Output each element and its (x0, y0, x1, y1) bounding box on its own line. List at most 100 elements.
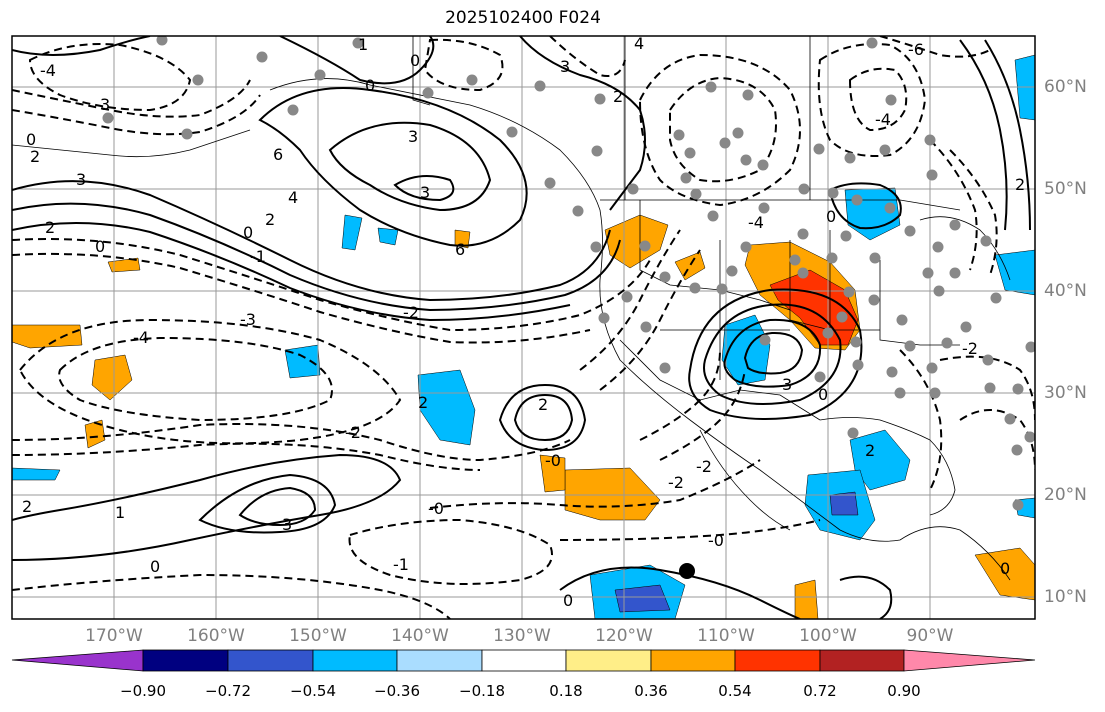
lon-label-110w: 110°W (697, 626, 755, 646)
colorbar-cell (565, 649, 652, 672)
contour-label: 2 (538, 395, 548, 414)
contour-label: 3 (282, 515, 292, 534)
contour-label: -4 (875, 110, 891, 129)
contour-label: 0 (95, 237, 105, 256)
colorbar-extend-high (903, 649, 1036, 672)
contour-label: -2 (403, 303, 419, 322)
colorbar-tick: 0.90 (887, 682, 921, 700)
positive-anomaly-west (674, 251, 706, 281)
lon-label-120w: 120°W (595, 626, 653, 646)
lat-label-30n: 30°N (1044, 383, 1087, 403)
positive-anomaly-south (794, 579, 819, 619)
contour-label: 2 (30, 147, 40, 166)
lon-label-130w: 130°W (493, 626, 551, 646)
positive-anomaly-pacific-3 (107, 257, 141, 273)
contour-label: 4 (288, 188, 298, 207)
contour-label: -4 (40, 61, 56, 80)
station-markers (102, 36, 1035, 511)
positive-anomaly-pacific-4 (84, 419, 106, 449)
colorbar-tick: −0.72 (205, 682, 251, 700)
colorbar-tick: −0.18 (459, 682, 505, 700)
contour-label: -2 (696, 457, 712, 476)
contour-label: 2 (613, 87, 623, 106)
contour-label: 2 (22, 497, 32, 516)
contour-label: 6 (455, 240, 465, 259)
colorbar-extend-low (11, 649, 144, 672)
positive-anomaly-pacific-1 (12, 324, 83, 349)
contour-label: 2 (418, 393, 428, 412)
positive-anomaly-caribbean (974, 547, 1035, 601)
contour-label: 0 (150, 557, 160, 576)
contour-label: 0 (1000, 559, 1010, 578)
contour-label: 3 (560, 57, 570, 76)
colorbar-tick: 0.54 (718, 682, 752, 700)
map-title: 2025102400 F024 (445, 8, 601, 28)
positive-anomaly-baja-2 (539, 454, 566, 493)
contour-label: -1 (250, 247, 266, 266)
contour-label: 2 (1015, 175, 1025, 194)
contour-label: -6 (908, 40, 924, 59)
colorbar-tick: 0.72 (803, 682, 837, 700)
contour-label: 3 (100, 95, 110, 114)
contour-label: 0 (563, 591, 573, 610)
contour-label: 6 (273, 145, 283, 164)
highlight-marker (679, 563, 695, 579)
contour-label: 0 (243, 223, 253, 242)
negative-anomaly-pacific-e (377, 227, 399, 246)
lat-label-40n: 40°N (1044, 281, 1087, 301)
lon-label-160w: 160°W (187, 626, 245, 646)
contour-label: 3 (408, 127, 418, 146)
colorbar-tick: 0.18 (549, 682, 583, 700)
contour-label: 1 (358, 35, 368, 54)
contour-label: 1 (115, 503, 125, 522)
contour-label: 3 (76, 170, 86, 189)
contour-label: -0 (708, 531, 724, 550)
colorbar-cell (396, 649, 483, 672)
contour-label: 0 (410, 51, 420, 70)
dashed-contours (12, 36, 1035, 619)
map-frame (11, 35, 1036, 620)
colorbar-tick: −0.54 (290, 682, 336, 700)
contour-label: 0 (365, 76, 375, 95)
contour-label: -3 (240, 310, 256, 329)
negative-anomaly-pacific-d (341, 214, 363, 251)
strong-negative-mexico (829, 491, 859, 516)
contour-label: -0 (428, 499, 444, 518)
coastlines (12, 36, 1011, 581)
colorbar-cell (819, 649, 905, 672)
contour-label: -2 (345, 423, 361, 442)
contour-label: 4 (634, 34, 644, 53)
lon-label-150w: 150°W (289, 626, 347, 646)
graticule (12, 36, 1035, 619)
negative-anomaly-pacific-c (12, 467, 61, 481)
lon-label-140w: 140°W (391, 626, 449, 646)
colorbar (11, 649, 1036, 672)
contour-label: -4 (748, 213, 764, 232)
contour-label: 0 (826, 207, 836, 226)
negative-anomaly-ne-2 (994, 249, 1035, 296)
contour-label: 2 (45, 218, 55, 237)
strong-negative-south (614, 584, 671, 613)
colorbar-cell (650, 649, 736, 672)
positive-anomaly-pacific-2 (91, 354, 133, 401)
shaded-anomalies (12, 54, 1035, 619)
lon-label-170w: 170°W (85, 626, 143, 646)
contour-label: -2 (962, 339, 978, 358)
colorbar-cell (312, 649, 398, 672)
contour-label: -4 (133, 328, 149, 347)
contour-label: 0 (26, 130, 36, 149)
lat-label-50n: 50°N (1044, 179, 1087, 199)
contour-label: 0 (818, 385, 828, 404)
positive-anomaly-pacific-5 (454, 229, 471, 249)
lon-label-90w: 90°W (906, 626, 954, 646)
lat-label-20n: 20°N (1044, 485, 1087, 505)
negative-anomaly-gulf (849, 429, 911, 491)
colorbar-cell (227, 649, 314, 672)
colorbar-cell (734, 649, 821, 672)
negative-anomaly-sw (721, 314, 771, 386)
contour-label: 3 (782, 375, 792, 394)
lat-label-60n: 60°N (1044, 77, 1087, 97)
colorbar-tick: −0.36 (374, 682, 420, 700)
contour-label: 3 (420, 183, 430, 202)
